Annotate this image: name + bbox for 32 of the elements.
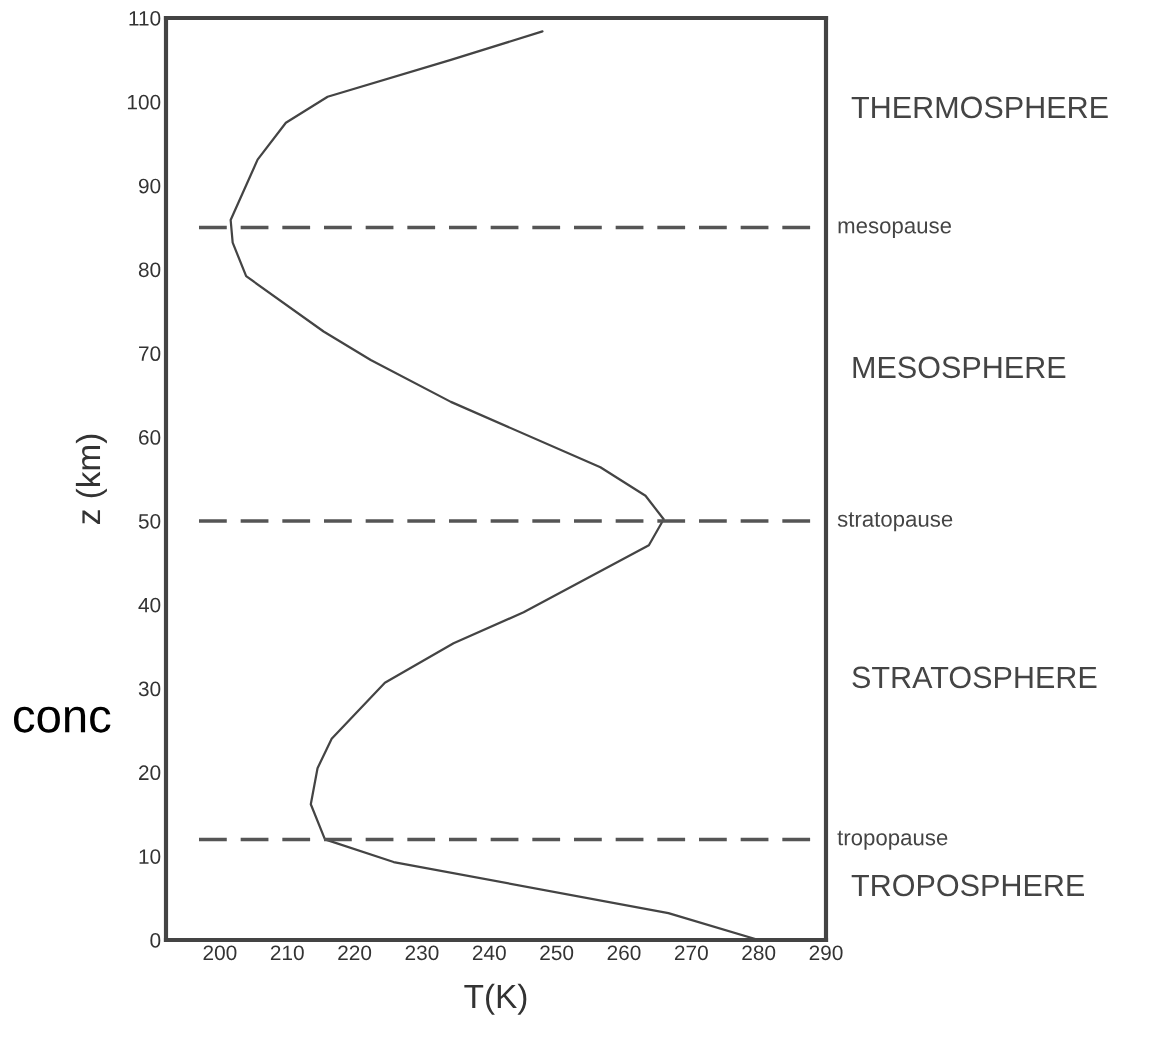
x-tick-label: 210 <box>270 945 304 961</box>
x-tick-label: 260 <box>607 945 641 961</box>
y-tick-label: 90 <box>138 178 161 194</box>
ref-line-label: stratopause <box>837 512 953 532</box>
y-tick-label: 10 <box>139 849 161 864</box>
y-tick-label: 110 <box>129 11 161 26</box>
y-tick-label: 80 <box>138 262 161 278</box>
x-axis-title: T(K) <box>464 983 527 1015</box>
text: conc <box>14 706 111 733</box>
x-tick-label: 250 <box>540 945 574 961</box>
x-tick-label: 220 <box>338 945 372 961</box>
y-tick-label: 60 <box>139 430 161 445</box>
y-tick-label: 30 <box>138 681 161 697</box>
y-tick-label: 0 <box>150 933 161 948</box>
text: MESOSPHERE <box>853 356 1066 379</box>
text: TROPOSPHERE <box>851 874 1084 897</box>
ref-line-label: mesopause <box>838 221 952 238</box>
y-tick-label: 70 <box>139 346 161 362</box>
y-axis-title: z (km) <box>75 434 107 524</box>
x-tick-label: 280 <box>742 945 776 961</box>
text: STRATOSPHERE <box>852 666 1097 689</box>
text: THERMOSPHERE <box>851 96 1108 119</box>
y-tick-label: 100 <box>127 94 161 110</box>
y-tick-label: 20 <box>139 765 161 781</box>
x-tick-label: 230 <box>405 945 439 961</box>
x-tick-label: 240 <box>472 945 506 961</box>
ref-line-label: tropopause <box>837 830 948 850</box>
y-tick-label: 50 <box>138 513 161 529</box>
x-tick-label: 200 <box>203 945 237 961</box>
x-tick-label: 270 <box>674 945 708 961</box>
x-tick-label: 290 <box>809 945 843 961</box>
y-tick-label: 40 <box>138 597 161 613</box>
